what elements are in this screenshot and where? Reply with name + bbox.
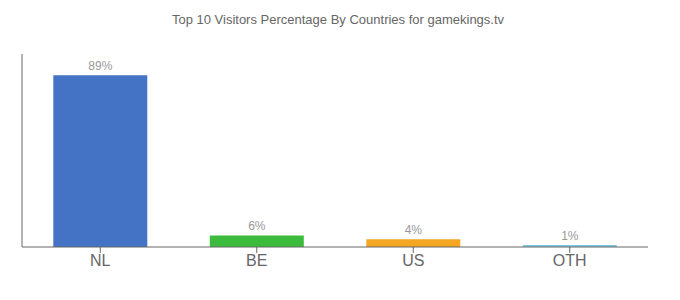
svg-text:US: US — [402, 252, 424, 269]
svg-text:BE: BE — [246, 252, 267, 269]
svg-text:89%: 89% — [88, 59, 112, 73]
html-text:Top 10 Visitors Percentage By: Top 10 Visitors Percentage By Countries … — [171, 12, 505, 27]
svg-text:NL: NL — [90, 252, 111, 269]
svg-text:1%: 1% — [561, 229, 579, 243]
svg-text:4%: 4% — [405, 223, 423, 237]
svg-text:OTH: OTH — [553, 252, 587, 269]
svg-text:6%: 6% — [248, 219, 266, 233]
